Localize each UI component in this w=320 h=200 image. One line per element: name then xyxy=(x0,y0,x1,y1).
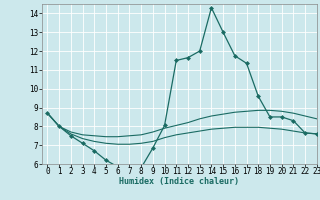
X-axis label: Humidex (Indice chaleur): Humidex (Indice chaleur) xyxy=(119,177,239,186)
